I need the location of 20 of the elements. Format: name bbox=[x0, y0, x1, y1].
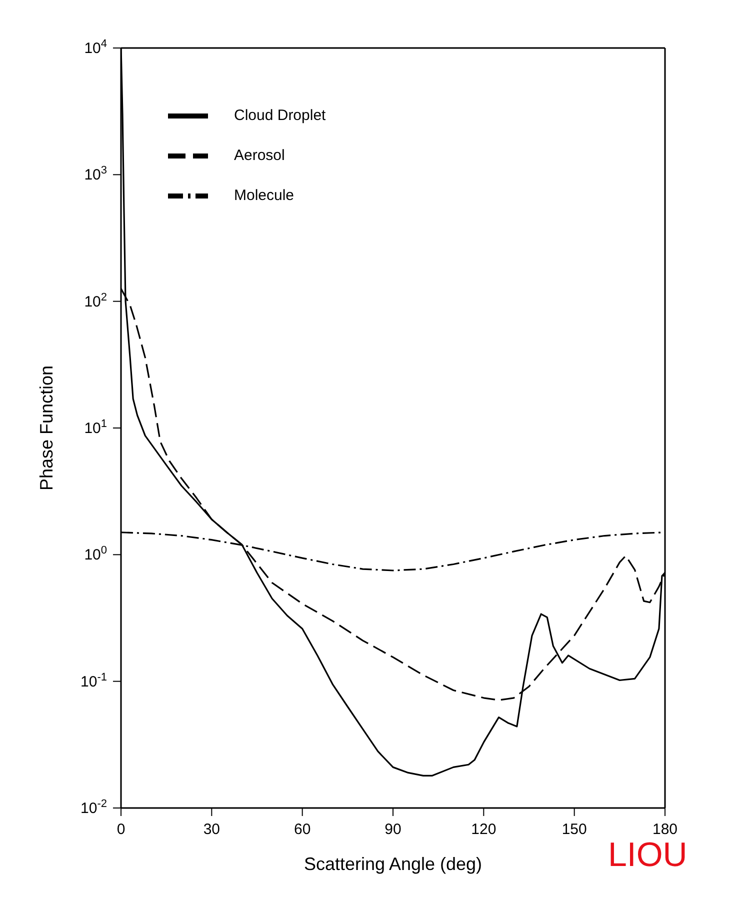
legend-label: Cloud Droplet bbox=[234, 107, 326, 124]
x-tick-label: 150 bbox=[562, 821, 587, 838]
y-tick-label: 10$^{2}$ bbox=[84, 291, 107, 310]
x-tick-label: 180 bbox=[652, 821, 678, 838]
x-axis-title: Scattering Angle (deg) bbox=[304, 854, 482, 874]
y-tick-label: 10$^{3}$ bbox=[84, 164, 107, 184]
y-tick-label: 10$^{-2}$ bbox=[80, 798, 107, 817]
x-tick-label: 30 bbox=[203, 821, 220, 838]
y-tick-label: 10$^{4}$ bbox=[84, 38, 107, 57]
x-tick-label: 120 bbox=[471, 821, 496, 838]
legend-label: Molecule bbox=[234, 187, 294, 204]
y-tick-label: 10$^{0}$ bbox=[84, 544, 107, 564]
x-tick-label: 60 bbox=[294, 821, 311, 838]
legend-label: Aerosol bbox=[234, 147, 285, 164]
y-tick-label: 10$^{1}$ bbox=[84, 418, 107, 437]
y-axis-title: Phase Function bbox=[36, 365, 56, 491]
x-tick-label: 0 bbox=[116, 821, 126, 838]
x-tick-label: 90 bbox=[384, 821, 402, 838]
text: LIOU bbox=[608, 836, 688, 875]
y-tick-label: 10$^{-1}$ bbox=[80, 671, 107, 690]
